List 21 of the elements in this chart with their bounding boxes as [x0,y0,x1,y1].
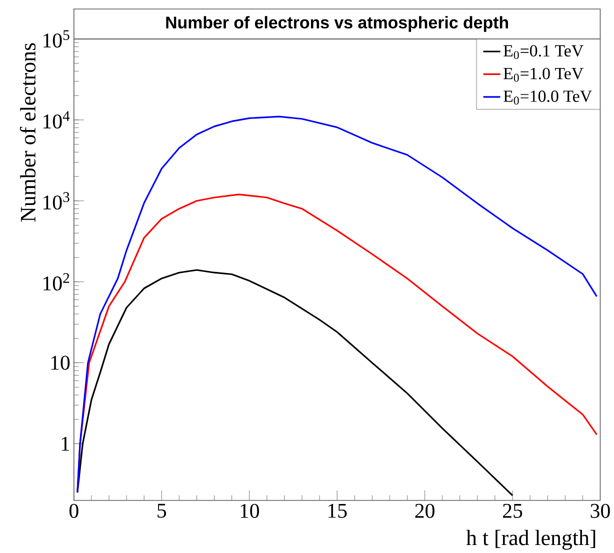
legend-label: E$_{0}$=10.0 TeV [504,90,592,104]
y-tick-label: 10$^{2}$ [44,273,70,290]
line-series [76,116,598,494]
legend-label: E$_{0}$=0.1 TeV [504,44,584,59]
y-tick-label: 1 [62,436,70,451]
x-tick-label: 25 [502,504,522,518]
y-tick-label: 10$^{4}$ [44,111,70,128]
x-tick-label: 20 [415,504,434,518]
x-tick-label: 5 [158,504,166,518]
y-axis-title: Number of electrons [20,43,36,222]
x-axis-title: h t [rad length] [466,530,596,550]
y-tick-label: 10 [51,356,70,370]
legend-label: E$_{0}$=1.0 TeV [504,68,584,82]
x-tick-label: 30 [590,504,610,518]
line-series [76,269,514,496]
x-tick-label: 15 [328,504,347,518]
x-tick-label: 10 [240,504,260,518]
y-tick-label: 10$^{3}$ [44,192,70,210]
y-tick-label: 10$^{5}$ [44,30,70,48]
x-tick-label: 0 [69,504,78,518]
chart-title: Number of electrons vs atmospheric depth [166,16,508,32]
